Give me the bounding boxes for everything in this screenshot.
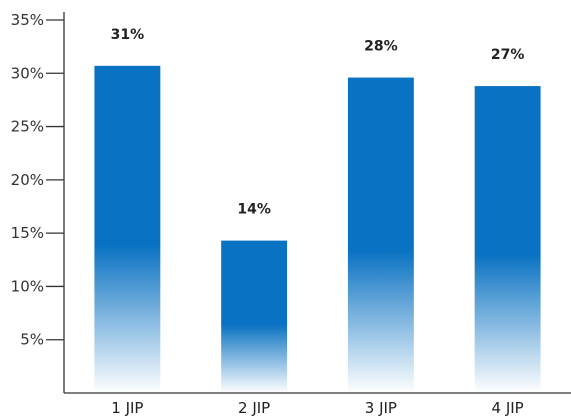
bar — [221, 240, 288, 393]
y-tick-label: 25% — [11, 118, 44, 136]
bar — [347, 77, 414, 393]
x-axis: 1 JIP 2 JIP 3 JIP 4 JIP — [64, 392, 571, 416]
y-tick-label: 20% — [11, 171, 44, 189]
x-category-label: 3 JIP — [365, 399, 397, 416]
bars: 31% 14% 28% 27% — [94, 27, 541, 394]
y-tick-label: 35% — [11, 11, 44, 29]
x-category-label: 1 JIP — [111, 399, 143, 416]
bar-value-label: 28% — [364, 39, 398, 55]
y-axis: 5% 10% 15% 20% 25% 30% 35% — [11, 11, 65, 393]
bar — [94, 65, 161, 393]
x-category-label: 4 JIP — [492, 399, 524, 416]
bar-value-label: 27% — [491, 47, 525, 63]
x-category-label: 2 JIP — [238, 399, 270, 416]
y-tick-label: 30% — [11, 64, 44, 82]
y-tick-label: 10% — [11, 277, 44, 295]
bar — [474, 86, 541, 394]
bar-value-label: 14% — [237, 202, 271, 218]
bar-value-label: 31% — [111, 27, 145, 43]
y-tick-label: 15% — [11, 224, 44, 242]
y-tick-label: 5% — [20, 331, 44, 349]
